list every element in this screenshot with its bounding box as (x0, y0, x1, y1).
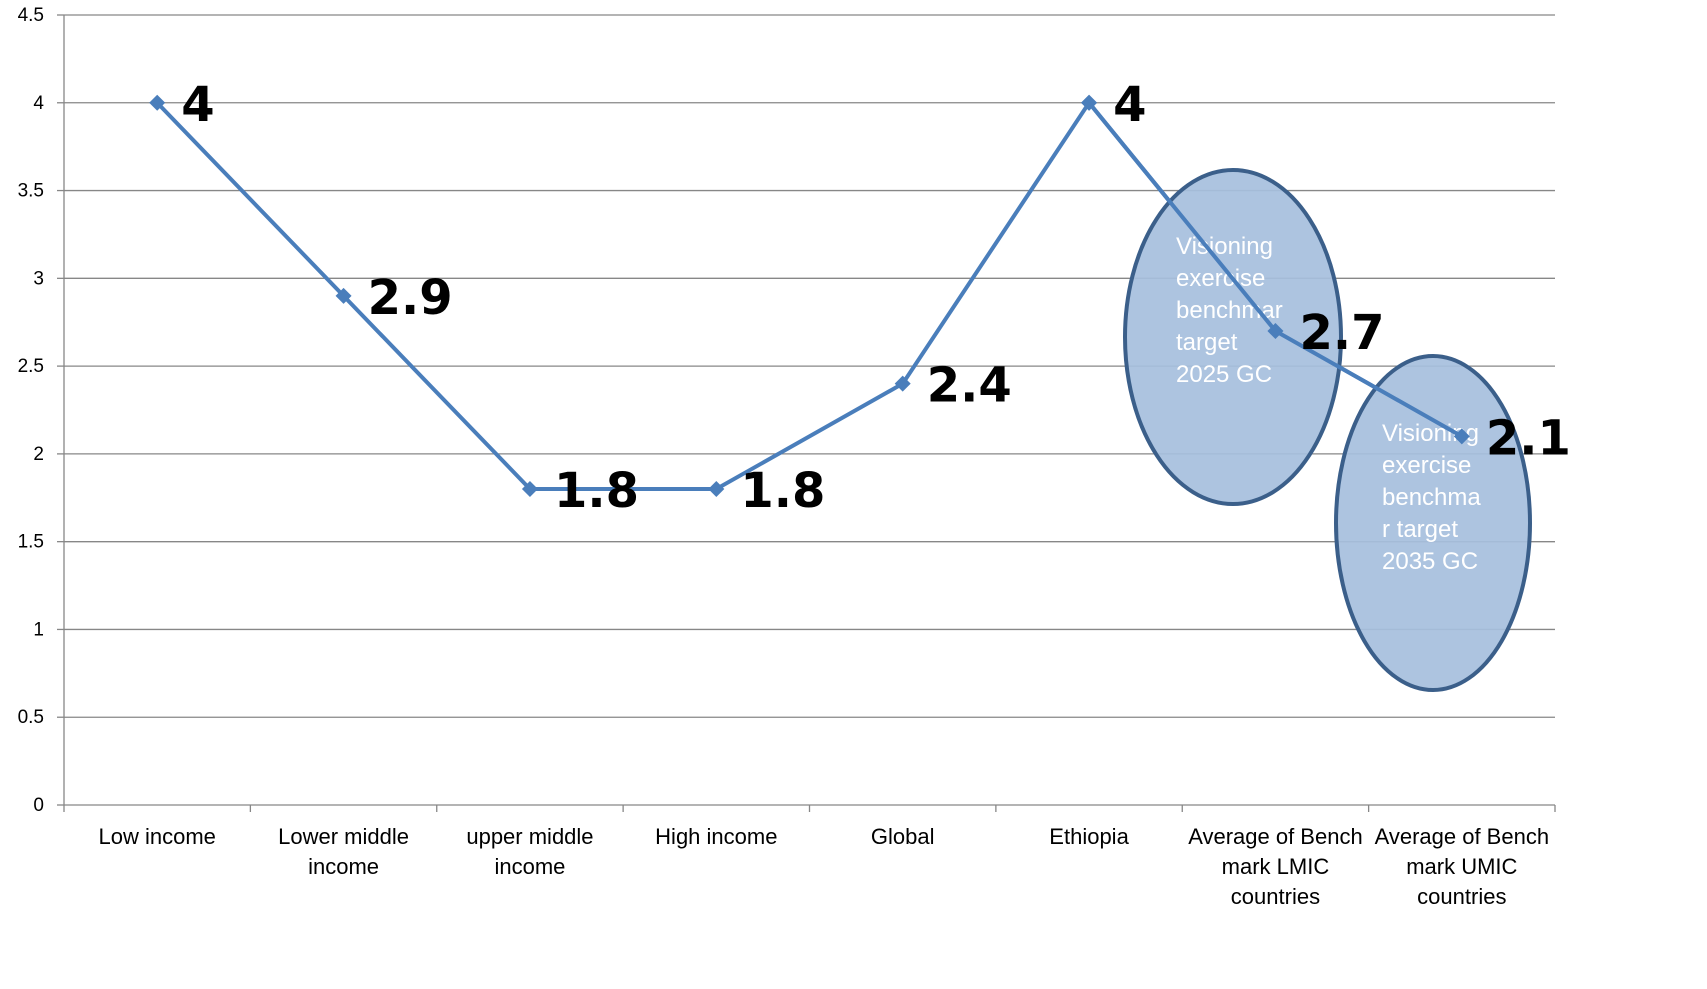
gridlines (64, 14, 1555, 718)
annotation-text: Visioning exercise benchma r target 2035 GC (1382, 420, 1481, 575)
x-tick-label: upper middle income (466, 824, 593, 879)
y-tick-label: 4 (33, 93, 44, 114)
x-tick-label: Low income (98, 824, 215, 849)
x-tick-label: High income (655, 824, 777, 849)
y-tick-label: 2.5 (18, 356, 44, 377)
x-tick-label: Average of Bench mark UMIC countries (1375, 824, 1550, 909)
y-tick-label: 0.5 (18, 707, 44, 728)
data-point-marker (1267, 323, 1284, 339)
x-tick-label: Global (871, 824, 935, 849)
data-label: 2.9 (368, 270, 453, 326)
x-tick-label: Ethiopia (1049, 824, 1129, 849)
data-labels: 4 2.9 1.8 1.8 2.4 4 2.7 2.1 (181, 77, 1571, 519)
data-label: 2.7 (1299, 305, 1384, 361)
data-point-marker (708, 481, 725, 497)
x-tick-label: Lower middle income (278, 824, 409, 879)
data-point-marker (149, 94, 166, 111)
annotation-ellipse (1334, 354, 1532, 692)
y-tick-label: 0 (33, 795, 44, 816)
annotation-text: Visioning exercise benchmar target 2025 GC (1176, 233, 1283, 388)
data-point-marker (894, 375, 911, 392)
y-tick-label: 1 (33, 619, 44, 640)
y-tick-label: 3.5 (18, 181, 44, 202)
y-tick-label: 2 (33, 444, 44, 465)
data-point-marker (335, 287, 352, 304)
axes (57, 14, 1556, 812)
data-label: 4 (181, 77, 214, 133)
data-label: 1.8 (554, 463, 639, 519)
y-tick-label: 1.5 (18, 532, 44, 553)
data-point-marker (1081, 94, 1098, 111)
data-label: 1.8 (740, 463, 825, 519)
x-tick-labels: Low income Lower middle income upper middle… (98, 824, 1549, 909)
data-label: 2.4 (927, 358, 1012, 414)
x-tick-label: Average of Bench mark LMIC countries (1188, 824, 1363, 909)
y-tick-label: 4.5 (18, 5, 44, 26)
data-point-marker (521, 481, 538, 497)
y-tick-label: 3 (33, 268, 44, 289)
annotations: Visioning exercise benchmar target 2025 GC Vi… (1081, 94, 1532, 692)
data-label: 4 (1113, 77, 1146, 133)
y-tick-labels: 0 0.5 1 1.5 2 2.5 3 3.5 4 4.5 (18, 5, 45, 816)
data-label: 2.1 (1486, 410, 1571, 466)
annotation-ellipse (1123, 168, 1343, 506)
data-point-marker (1453, 428, 1470, 445)
